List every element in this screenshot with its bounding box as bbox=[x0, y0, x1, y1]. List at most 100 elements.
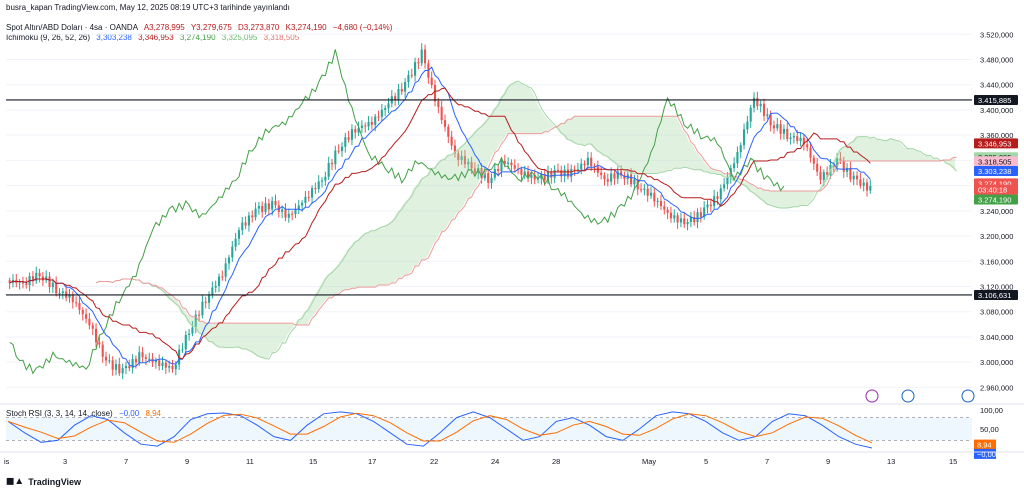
candle-body bbox=[297, 205, 300, 210]
price-label-text: 3.303,238 bbox=[978, 167, 1011, 176]
candle-body bbox=[443, 120, 447, 127]
candle-body bbox=[659, 201, 663, 207]
candle-body bbox=[350, 129, 353, 140]
ohlc-close: K3,274,190 bbox=[285, 23, 327, 32]
candle-body bbox=[41, 276, 44, 281]
candle-body bbox=[500, 160, 503, 171]
candle-body bbox=[334, 150, 337, 165]
y-tick-label: 3.520,000 bbox=[980, 30, 1013, 39]
candle-body bbox=[324, 176, 327, 181]
x-tick-label: is bbox=[4, 457, 10, 466]
candle-body bbox=[799, 137, 802, 142]
candle-body bbox=[673, 215, 676, 219]
candle-body bbox=[374, 116, 377, 125]
candle-body bbox=[540, 174, 543, 179]
candle-body bbox=[719, 188, 722, 200]
candle-body bbox=[121, 368, 124, 374]
candle-body bbox=[161, 362, 164, 366]
candle-body bbox=[340, 146, 344, 152]
stoch-d-badge bbox=[974, 439, 996, 450]
candle-body bbox=[433, 85, 437, 102]
price-label-text: 03:40:18 bbox=[978, 186, 1007, 195]
candle-body bbox=[583, 163, 586, 166]
candle-body bbox=[241, 222, 244, 231]
candle-body bbox=[58, 293, 61, 295]
candle-body bbox=[138, 352, 141, 363]
candle-body bbox=[234, 238, 237, 247]
y-tick-label: 3.080,000 bbox=[980, 308, 1013, 317]
candle-body bbox=[291, 213, 294, 215]
candle-body bbox=[437, 101, 440, 107]
span-a-line bbox=[95, 80, 958, 360]
stoch-tick-label: 50,00 bbox=[980, 425, 999, 434]
y-tick-label: 3.360,000 bbox=[980, 131, 1013, 140]
x-tick-label: May bbox=[642, 457, 656, 466]
candle-body bbox=[842, 160, 845, 172]
candle-body bbox=[314, 188, 317, 190]
candle-body bbox=[231, 246, 234, 258]
candle-body bbox=[294, 209, 297, 215]
x-tick-label: 7 bbox=[765, 457, 769, 466]
candle-body bbox=[337, 150, 340, 152]
price-label-badge bbox=[974, 156, 1018, 167]
candle-body bbox=[207, 295, 211, 303]
candle-body bbox=[264, 203, 267, 213]
candle-body bbox=[347, 137, 350, 140]
candle-body bbox=[865, 182, 869, 191]
x-tick-label: 5 bbox=[704, 457, 708, 466]
stoch-name: Stoch RSI (3, 3, 14, 14, close) bbox=[6, 409, 113, 418]
candle-body bbox=[158, 360, 161, 366]
candle-body bbox=[862, 182, 865, 186]
candle-body bbox=[453, 145, 457, 154]
candle-body bbox=[423, 49, 427, 64]
y-tick-label: 3.480,000 bbox=[980, 56, 1013, 65]
candle-body bbox=[414, 62, 417, 76]
tenkan-line bbox=[9, 66, 871, 367]
candle-body bbox=[134, 359, 137, 363]
candle-body bbox=[566, 169, 569, 177]
candle-body bbox=[198, 314, 201, 316]
candle-body bbox=[124, 366, 128, 369]
candle-body bbox=[766, 114, 769, 116]
candle-body bbox=[55, 282, 58, 294]
indicator-value-kijun: 3,346,953 bbox=[138, 33, 174, 42]
candle-body bbox=[663, 206, 666, 210]
candle-body bbox=[762, 103, 766, 116]
candle-body bbox=[603, 175, 606, 180]
y-tick-label: 3.200,000 bbox=[980, 232, 1013, 241]
candle-body bbox=[580, 163, 583, 170]
candle-body bbox=[689, 217, 692, 222]
price-label-badge bbox=[974, 194, 1018, 205]
candle-body bbox=[749, 107, 752, 122]
indicator-value-span-a: 3,325,095 bbox=[221, 33, 258, 42]
price-label-text: 3.346,953 bbox=[978, 139, 1011, 148]
candle-body bbox=[330, 162, 334, 165]
y-tick-label: 3.440,000 bbox=[980, 81, 1013, 90]
candle-body bbox=[118, 364, 121, 374]
candle-body bbox=[473, 168, 476, 173]
candle-body bbox=[35, 272, 38, 281]
stoch-d-badge-text: 8,94 bbox=[977, 441, 992, 450]
candle-body bbox=[257, 206, 260, 209]
candle-body bbox=[586, 157, 589, 166]
candle-body bbox=[859, 179, 862, 186]
candle-body bbox=[593, 166, 596, 168]
candle-body bbox=[404, 82, 407, 92]
ohlc-change: −4,680 (−0,14%) bbox=[332, 23, 393, 32]
candle-body bbox=[846, 167, 849, 172]
candle-body bbox=[251, 215, 254, 218]
candle-body bbox=[782, 128, 785, 134]
candle-body bbox=[683, 218, 686, 225]
x-tick-label: 11 bbox=[246, 457, 254, 466]
candle-body bbox=[364, 125, 367, 127]
price-label-badge bbox=[974, 94, 1018, 105]
candle-body bbox=[85, 314, 88, 319]
event-icon bbox=[961, 389, 975, 403]
candle-body bbox=[869, 185, 872, 191]
candle-body bbox=[543, 174, 546, 181]
candle-body bbox=[573, 169, 576, 171]
candle-body bbox=[796, 136, 799, 142]
price-label-text: 3.106,631 bbox=[978, 291, 1011, 300]
candle-body bbox=[513, 165, 516, 169]
